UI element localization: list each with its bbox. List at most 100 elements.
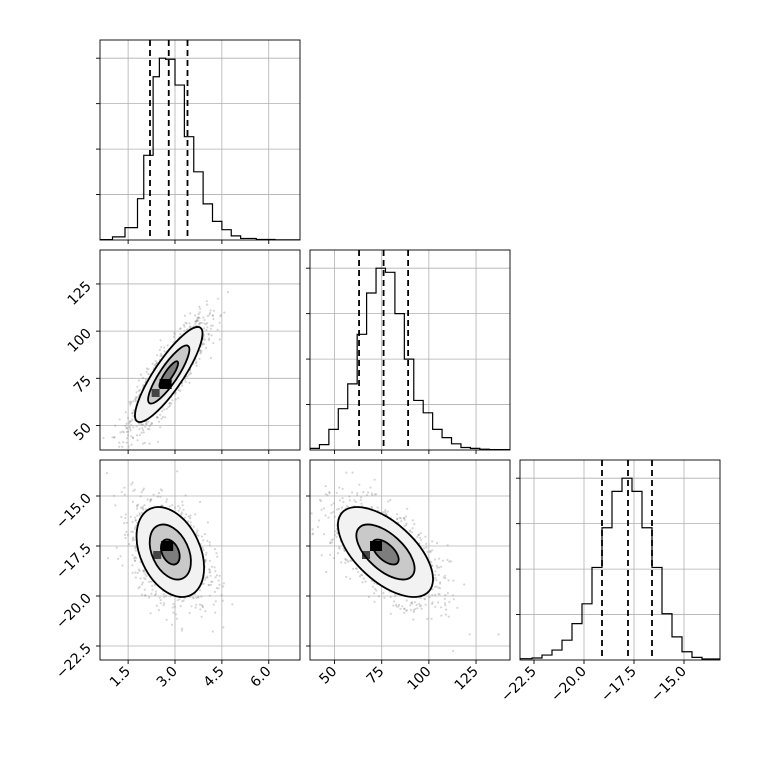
sample-point xyxy=(187,373,191,376)
histogram-panel-1 xyxy=(96,39,301,241)
sample-point xyxy=(195,320,198,323)
sample-point xyxy=(437,601,440,604)
sample-point xyxy=(211,314,214,317)
x-tick-label-p1: 6.0 xyxy=(248,664,275,691)
sample-point xyxy=(145,370,148,373)
sample-point xyxy=(345,575,348,579)
sample-point xyxy=(136,571,139,575)
sample-point xyxy=(382,511,385,514)
sample-point xyxy=(416,535,419,539)
sample-point xyxy=(212,603,215,606)
sample-point xyxy=(182,508,185,511)
y-tick-label-p3: −15.0 xyxy=(53,491,95,533)
sample-point xyxy=(194,322,197,325)
sample-point xyxy=(373,493,377,496)
sample-point xyxy=(333,515,336,519)
sample-point xyxy=(209,311,212,315)
sample-point xyxy=(219,315,222,318)
sample-point xyxy=(431,588,434,591)
sample-point xyxy=(222,626,225,629)
contour-line-3 xyxy=(135,506,205,598)
sample-point xyxy=(456,606,459,610)
sample-point xyxy=(194,320,197,323)
sample-point xyxy=(165,594,168,598)
sample-point xyxy=(137,379,140,382)
gridlines xyxy=(100,40,300,240)
sample-point xyxy=(136,439,139,442)
sample-point xyxy=(141,505,144,508)
sample-point xyxy=(208,568,211,571)
sample-point xyxy=(206,322,209,325)
histogram-panel-2 xyxy=(306,249,511,451)
sample-point xyxy=(123,486,126,489)
sample-point xyxy=(328,491,331,494)
sample-point xyxy=(195,320,198,323)
sample-point xyxy=(150,498,153,501)
sample-point xyxy=(116,557,120,560)
sample-point xyxy=(199,307,202,310)
contour-line-3 xyxy=(134,326,204,423)
sample-point xyxy=(129,400,133,403)
sample-point xyxy=(448,600,451,604)
sample-point xyxy=(111,436,114,439)
sample-point xyxy=(213,566,216,569)
sample-point xyxy=(196,529,199,532)
sample-point xyxy=(129,429,132,432)
sample-point xyxy=(338,546,341,549)
sample-point xyxy=(337,507,340,510)
sample-point xyxy=(215,587,218,590)
sample-point xyxy=(437,592,440,596)
sample-point xyxy=(141,581,144,584)
sample-point xyxy=(200,351,203,354)
scatter-panel-2 xyxy=(99,459,301,661)
sample-point xyxy=(129,427,132,430)
sample-point xyxy=(412,610,415,614)
sample-point xyxy=(139,506,143,509)
sample-point xyxy=(200,535,203,538)
sample-point xyxy=(199,500,202,504)
sample-point xyxy=(431,540,434,543)
sample-point xyxy=(154,359,157,363)
sample-point xyxy=(130,435,133,438)
sample-point xyxy=(118,441,121,444)
sample-point xyxy=(194,314,197,317)
sample-point xyxy=(320,500,323,503)
sample-point xyxy=(324,485,327,488)
y-tick-label-p3: −17.5 xyxy=(53,541,95,583)
sample-point xyxy=(384,509,387,512)
sample-point xyxy=(200,349,203,352)
sample-point xyxy=(165,498,168,501)
sample-point xyxy=(198,589,202,592)
sample-point xyxy=(149,500,152,503)
sample-point xyxy=(171,623,174,626)
sample-point xyxy=(184,494,187,497)
sample-point xyxy=(143,441,146,444)
sample-point xyxy=(145,422,148,426)
sample-point xyxy=(161,415,165,418)
sample-point xyxy=(395,513,399,516)
sample-point xyxy=(130,443,133,446)
sample-point xyxy=(198,603,202,606)
sample-point xyxy=(203,338,206,341)
sample-point xyxy=(226,291,229,294)
sample-point xyxy=(199,608,202,611)
sample-point xyxy=(161,489,164,492)
sample-point xyxy=(199,349,202,352)
sample-point xyxy=(437,586,440,589)
sample-point xyxy=(154,363,158,366)
sample-point xyxy=(148,442,151,445)
sample-point xyxy=(159,354,162,358)
sample-point xyxy=(403,525,406,528)
sample-point xyxy=(171,504,174,507)
sample-point xyxy=(437,573,440,577)
sample-point xyxy=(202,539,205,542)
sample-point xyxy=(409,530,412,533)
sample-point xyxy=(362,491,365,494)
sample-point xyxy=(126,417,130,420)
sample-point xyxy=(446,544,449,547)
sample-point xyxy=(189,371,192,374)
sample-point xyxy=(424,598,427,601)
sample-point xyxy=(385,513,388,516)
sample-point xyxy=(351,471,354,474)
sample-point xyxy=(189,326,192,329)
